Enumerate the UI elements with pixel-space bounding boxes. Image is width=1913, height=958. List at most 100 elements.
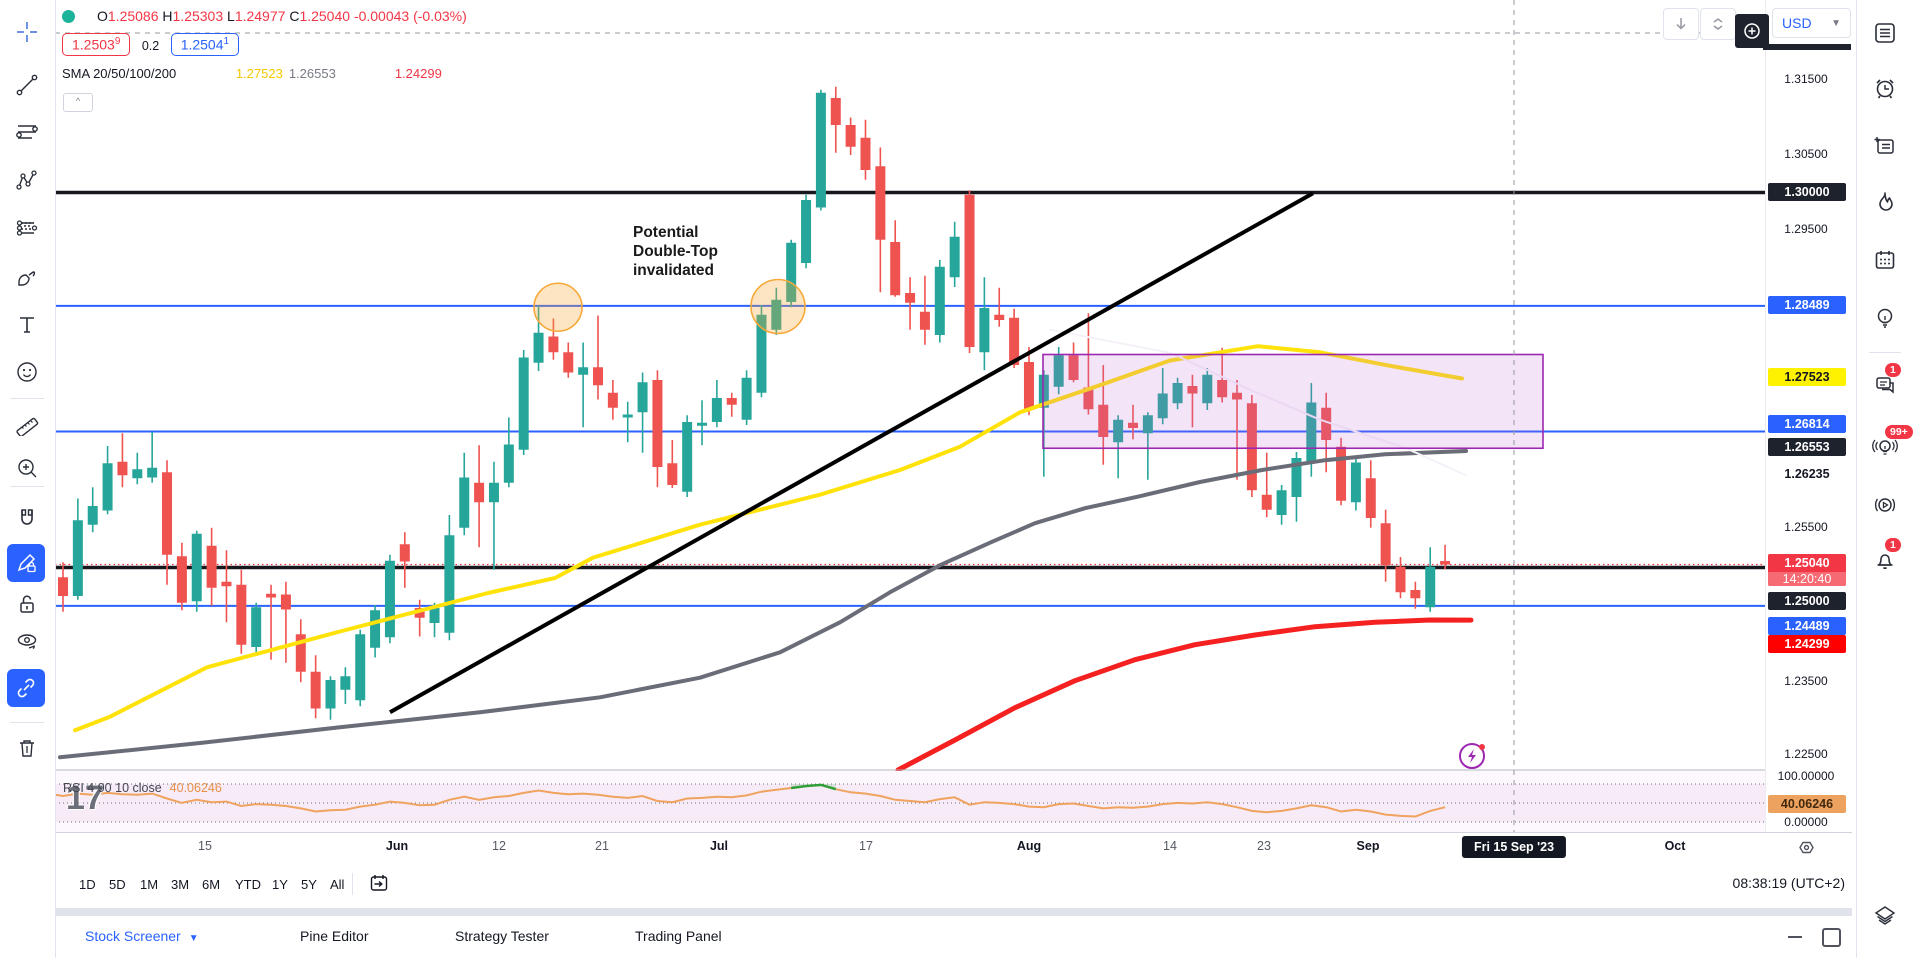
lock-all-drawings-icon[interactable] bbox=[11, 588, 43, 620]
chart-surface[interactable]: Potential Double-Top invalidated bbox=[54, 0, 1765, 832]
sma-line-SMA20 bbox=[73, 344, 1464, 733]
crosshair-date-tooltip: Fri 15 Sep '23 bbox=[1461, 836, 1567, 858]
ohlc-item: C1.25040 bbox=[289, 8, 351, 24]
price-tick: 1.22500 bbox=[1784, 747, 1828, 761]
sync-drawings-icon[interactable] bbox=[7, 669, 45, 707]
sma-line-SMA200 bbox=[895, 617, 1474, 773]
timeframe-all[interactable]: All bbox=[330, 877, 345, 892]
live-ideas-bulb-icon[interactable] bbox=[1870, 432, 1900, 462]
alerts-clock-icon[interactable] bbox=[1870, 73, 1900, 103]
price-scale[interactable]: 1.31500 1.30500 1.29500 1.25500 1.23500 1.225… bbox=[1765, 0, 1853, 832]
tab-pine-editor[interactable]: Pine Editor bbox=[300, 928, 369, 944]
price-label: 40.06246 bbox=[1768, 795, 1846, 813]
time-tick: 12 bbox=[492, 839, 506, 853]
collapse-indicator-button[interactable]: ^ bbox=[63, 93, 93, 112]
timeframe-6m[interactable]: 6M bbox=[202, 877, 221, 892]
time-axis[interactable]: 15 Jun 12 21 Jul 17 Aug 14 23 Sep Oct Fri 15 Sep '2… bbox=[0, 832, 1852, 863]
price-label: 1.25040 14:20:40 bbox=[1768, 554, 1846, 586]
divider bbox=[10, 486, 44, 487]
timeframe-1y[interactable]: 1Y bbox=[272, 877, 288, 892]
collapse-panes-button[interactable] bbox=[1700, 8, 1736, 40]
highlight-circle bbox=[750, 278, 806, 335]
market-status-icon bbox=[62, 10, 75, 23]
timeframe-3m[interactable]: 3M bbox=[171, 877, 190, 892]
remove-drawings-icon[interactable] bbox=[11, 732, 43, 764]
fib-retracement-icon[interactable] bbox=[11, 116, 43, 148]
spread-value: 0.2 bbox=[141, 38, 160, 53]
drawing-mode-lock-icon[interactable] bbox=[7, 544, 45, 582]
notes-add-icon[interactable] bbox=[1870, 131, 1900, 161]
snapshot-zoom-button[interactable] bbox=[1735, 14, 1769, 48]
trend-line-icon[interactable] bbox=[11, 69, 43, 101]
timeframe-ytd[interactable]: YTD bbox=[235, 877, 261, 892]
pattern-icon[interactable] bbox=[11, 164, 43, 196]
brush-icon[interactable] bbox=[11, 260, 43, 292]
notification-badge: 1 bbox=[1885, 538, 1901, 552]
divider bbox=[0, 908, 1852, 916]
price-tick: 1.31500 bbox=[1784, 72, 1828, 86]
watermark: 17 bbox=[66, 779, 104, 817]
currency-dropdown[interactable]: USD ▼ bbox=[1772, 8, 1851, 38]
maximize-panel-button[interactable] bbox=[1822, 928, 1841, 947]
timeframe-1d[interactable]: 1D bbox=[79, 877, 96, 892]
price-label: 1.28489 bbox=[1768, 296, 1846, 314]
price-scale-top-bar bbox=[1763, 44, 1851, 50]
sma-line-SMA50 bbox=[58, 449, 1468, 760]
minimize-panel-button[interactable] bbox=[1788, 936, 1802, 938]
sma-indicator-legend[interactable]: SMA 20/50/100/200 1.27523 1.26553 1.26235 1… bbox=[62, 66, 467, 81]
ohlc-item: L1.24977 bbox=[227, 8, 286, 24]
layers-icon[interactable] bbox=[1870, 900, 1900, 930]
tab-stock-screener[interactable]: Stock Screener ▼ bbox=[85, 928, 199, 944]
price-label: 1.24299 bbox=[1768, 635, 1846, 653]
timeframe-5d[interactable]: 5D bbox=[109, 877, 126, 892]
sma-value: 1.26235 bbox=[341, 65, 389, 81]
emoji-icon[interactable] bbox=[11, 356, 43, 388]
sma-title: SMA 20/50/100/200 bbox=[62, 65, 177, 81]
time-tick: 15 bbox=[198, 839, 212, 853]
price-tick: 1.29500 bbox=[1784, 222, 1828, 236]
price-label: 1.24489 bbox=[1768, 617, 1846, 635]
ideas-bulb-icon[interactable] bbox=[1870, 303, 1900, 333]
bid-price-button[interactable]: 1.25039 bbox=[62, 33, 131, 56]
tab-strategy-tester[interactable]: Strategy Tester bbox=[455, 928, 549, 944]
rsi-indicator-legend[interactable]: RSI 4 90 10 close 40.06246 bbox=[63, 781, 222, 795]
calendar-icon[interactable] bbox=[1870, 245, 1900, 275]
candlestick-chart[interactable]: Potential Double-Top invalidated bbox=[54, 0, 1765, 832]
hotlists-flame-icon[interactable] bbox=[1870, 188, 1900, 218]
svg-text:invalidated: invalidated bbox=[633, 262, 714, 279]
annotation-text: Potential Double-Top invalidated bbox=[633, 224, 718, 279]
price-label: 1.26814 bbox=[1768, 415, 1846, 433]
svg-text:Potential: Potential bbox=[633, 224, 698, 241]
broadcast-icon[interactable] bbox=[1870, 490, 1900, 520]
crosshair-icon[interactable] bbox=[11, 16, 43, 48]
timeframe-5y[interactable]: 5Y bbox=[301, 877, 317, 892]
axis-settings-gear-icon[interactable] bbox=[1797, 838, 1816, 862]
magnet-icon[interactable] bbox=[11, 503, 43, 535]
text-icon[interactable] bbox=[11, 309, 43, 341]
hide-drawings-icon[interactable] bbox=[11, 626, 43, 658]
tab-trading-panel[interactable]: Trading Panel bbox=[635, 928, 722, 944]
collapse-chevrons-icon bbox=[1713, 18, 1723, 30]
ask-price-button[interactable]: 1.25041 bbox=[170, 33, 240, 56]
time-tick: Sep bbox=[1356, 839, 1380, 853]
calendar-arrow-icon bbox=[370, 875, 388, 891]
chevron-down-icon: ▼ bbox=[1831, 17, 1841, 29]
price-tick: 1.25500 bbox=[1784, 520, 1828, 534]
notifications-bell-icon[interactable] bbox=[1870, 545, 1900, 575]
watchlist-icon[interactable] bbox=[1870, 18, 1900, 48]
prediction-icon[interactable] bbox=[11, 212, 43, 244]
timeframe-1m[interactable]: 1M bbox=[140, 877, 159, 892]
price-label: 1.30000 bbox=[1768, 183, 1846, 201]
ruler-icon[interactable] bbox=[11, 407, 43, 439]
chat-icon[interactable] bbox=[1870, 370, 1900, 400]
price-tick: 1.30500 bbox=[1784, 147, 1828, 161]
time-tick: 17 bbox=[859, 839, 873, 853]
scroll-to-recent-button[interactable] bbox=[1663, 8, 1699, 40]
divider bbox=[10, 722, 44, 723]
go-to-date-button[interactable] bbox=[368, 872, 390, 899]
zoom-in-icon[interactable] bbox=[11, 452, 43, 484]
time-tick: Jun bbox=[385, 839, 409, 853]
divider bbox=[10, 398, 44, 399]
price-label: 1.27523 bbox=[1768, 368, 1846, 386]
